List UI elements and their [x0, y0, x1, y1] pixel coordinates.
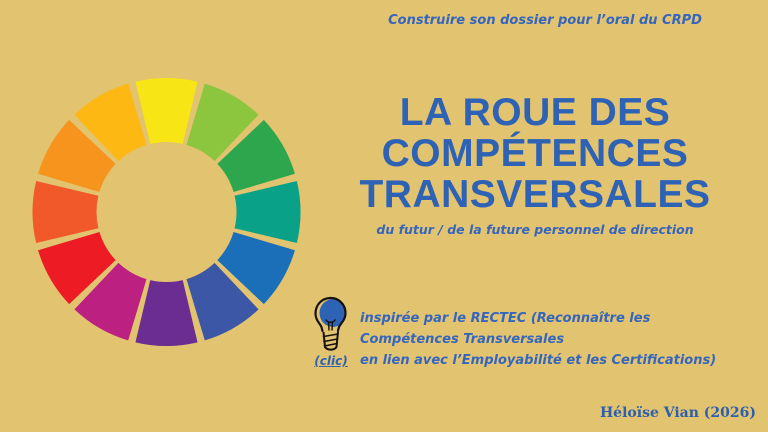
bulb-wrap: (clic): [308, 296, 354, 370]
lightbulb-threads: [322, 333, 339, 347]
wheel-segment-blue: [217, 232, 295, 305]
lightbulb-outline-left: [314, 296, 332, 333]
wheel-segment-blue-violet: [186, 262, 259, 341]
wheel-segment-magenta: [74, 262, 147, 341]
author-credit: Héloïse Vian (2026): [599, 405, 756, 421]
wheel-segment-purple: [135, 280, 198, 346]
rectec-note-line-2: en lien avec l’Employabilité et les Cert…: [360, 353, 717, 368]
title-block: LA ROUE DES COMPÉTENCES TRANSVERSALES du…: [330, 92, 740, 237]
wheel-segment-red-orange: [32, 180, 99, 244]
subtitle: du futur / de la future personnel de dir…: [376, 222, 694, 237]
rectec-note-line-1: inspirée par le RECTEC (Reconnaître les …: [360, 311, 651, 347]
wheel-segment-yellow-green: [186, 83, 259, 162]
lightbulb-icon: [314, 296, 347, 351]
wheel-segment-green: [217, 119, 295, 192]
inspiration-note: (clic) inspirée par le RECTEC (Reconnaît…: [308, 296, 748, 371]
lightbulb-filament: [325, 319, 336, 331]
wheel-segment-orange: [38, 119, 116, 192]
wheel-segment-teal: [234, 180, 301, 244]
clic-link[interactable]: (clic): [314, 354, 348, 368]
wheel-segment-yellow-orange: [74, 83, 147, 162]
top-note: Construire son dossier pour l’oral du CR…: [388, 13, 702, 28]
lightbulb-outline-right: [328, 296, 347, 332]
page-title: LA ROUE DES COMPÉTENCES TRANSVERSALES: [330, 92, 740, 215]
title-line-1: LA ROUE DES: [399, 91, 671, 134]
wheel-segment-yellow: [135, 78, 198, 144]
rectec-note: inspirée par le RECTEC (Reconnaître les …: [354, 296, 748, 371]
title-line-3: TRANSVERSALES: [359, 173, 711, 216]
wheel-segment-red: [38, 232, 116, 305]
title-line-2: COMPÉTENCES: [381, 132, 689, 175]
